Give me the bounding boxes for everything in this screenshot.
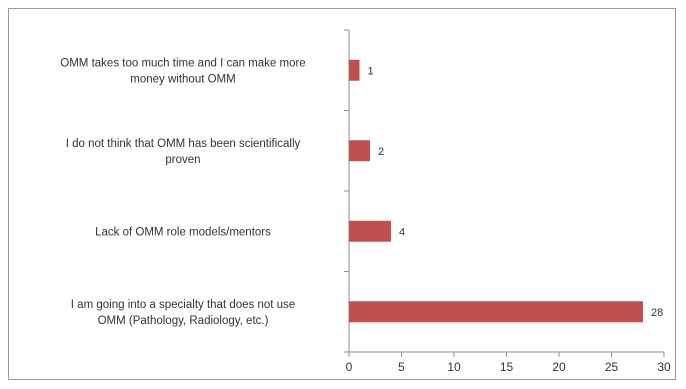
data-label: 2 — [378, 146, 384, 158]
category-label-line: I do not think that OMM has been scienti… — [66, 138, 301, 150]
x-tick-label: 15 — [500, 360, 514, 374]
category-label-line: I am going into a specialty that does no… — [71, 299, 295, 311]
x-tick-label: 25 — [605, 360, 619, 374]
x-tick-label: 0 — [346, 360, 353, 374]
category-label: I do not think that OMM has been scienti… — [66, 138, 301, 166]
category-label: I am going into a specialty that does no… — [71, 299, 295, 327]
chart-labels: 0 5 10 15 20 25 30 1 OMM takes too much time and… — [60, 57, 671, 374]
bar — [349, 140, 370, 162]
chart-bars — [349, 59, 643, 323]
category-label-line: proven — [165, 154, 200, 166]
bar — [349, 220, 391, 242]
category-label-line: Lack of OMM role models/mentors — [95, 226, 271, 238]
x-tick-label: 30 — [657, 360, 671, 374]
bar — [349, 301, 643, 323]
category-label-line: money without OMM — [130, 73, 235, 85]
data-label: 4 — [399, 226, 405, 238]
chart-axes — [344, 29, 665, 357]
data-label: 1 — [368, 65, 374, 77]
category-label-line: OMM (Pathology, Radiology, etc.) — [98, 315, 269, 327]
x-tick-label: 5 — [398, 360, 405, 374]
category-label: OMM takes too much time and I can make m… — [60, 57, 305, 85]
category-label: Lack of OMM role models/mentors — [95, 226, 271, 238]
x-tick-label: 10 — [447, 360, 461, 374]
bar — [349, 59, 360, 81]
data-label: 28 — [651, 307, 663, 319]
category-label-line: OMM takes too much time and I can make m… — [60, 57, 305, 69]
x-tick-label: 20 — [552, 360, 566, 374]
